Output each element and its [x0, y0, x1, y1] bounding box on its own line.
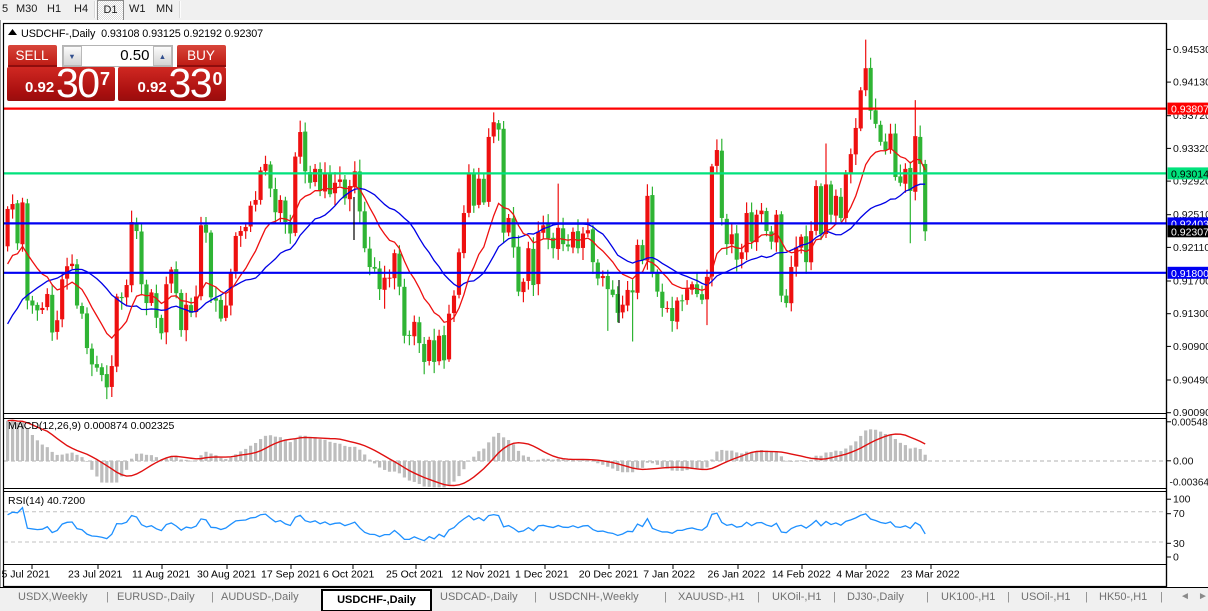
svg-text:MACD(12,26,9) 0.000874 0.00232: MACD(12,26,9) 0.000874 0.002325 — [8, 420, 175, 432]
svg-text:0.90490: 0.90490 — [1173, 375, 1208, 387]
svg-text:0.93320: 0.93320 — [1173, 143, 1208, 155]
svg-text:30: 30 — [1173, 538, 1185, 550]
svg-text:23 Jul 2021: 23 Jul 2021 — [68, 569, 122, 581]
svg-text:0.005489: 0.005489 — [1172, 417, 1208, 428]
svg-text:0.91800: 0.91800 — [1171, 268, 1208, 280]
svg-text:25 Oct 2021: 25 Oct 2021 — [386, 569, 443, 581]
svg-text:0.00: 0.00 — [1173, 455, 1194, 467]
svg-text:20 Dec 2021: 20 Dec 2021 — [579, 569, 639, 581]
svg-text:0.92307: 0.92307 — [1171, 226, 1208, 238]
svg-text:100: 100 — [1173, 494, 1191, 506]
svg-text:0.90900: 0.90900 — [1173, 341, 1208, 353]
svg-text:5 Jul 2021: 5 Jul 2021 — [2, 569, 51, 581]
svg-text:14 Feb 2022: 14 Feb 2022 — [772, 569, 831, 581]
svg-text:23 Mar 2022: 23 Mar 2022 — [901, 569, 960, 581]
svg-text:7 Jan 2022: 7 Jan 2022 — [643, 569, 695, 581]
svg-text:4 Mar 2022: 4 Mar 2022 — [836, 569, 889, 581]
svg-text:0.94530: 0.94530 — [1173, 44, 1208, 56]
svg-text:30 Aug 2021: 30 Aug 2021 — [197, 569, 256, 581]
svg-text:12 Nov 2021: 12 Nov 2021 — [451, 569, 511, 581]
svg-text:0.94130: 0.94130 — [1173, 77, 1208, 89]
svg-text:0: 0 — [1173, 552, 1179, 564]
svg-text:1 Dec 2021: 1 Dec 2021 — [515, 569, 569, 581]
svg-text:0.90090: 0.90090 — [1173, 407, 1208, 419]
svg-text:RSI(14) 40.7200: RSI(14) 40.7200 — [8, 495, 85, 507]
svg-text:17 Sep 2021: 17 Sep 2021 — [261, 569, 321, 581]
svg-text:70: 70 — [1173, 508, 1185, 520]
svg-text:0.93807: 0.93807 — [1171, 104, 1208, 116]
svg-text:0.91300: 0.91300 — [1173, 308, 1208, 320]
svg-text:26 Jan 2022: 26 Jan 2022 — [708, 569, 766, 581]
svg-text:0.92110: 0.92110 — [1173, 242, 1208, 254]
svg-text:0.93014: 0.93014 — [1171, 168, 1208, 180]
svg-text:11 Aug 2021: 11 Aug 2021 — [132, 569, 190, 581]
svg-text:USDCHF-,Daily 0.93108 0.93125: USDCHF-,Daily 0.93108 0.93125 0.92192 0.… — [21, 28, 263, 40]
svg-text:6 Oct 2021: 6 Oct 2021 — [323, 569, 375, 581]
